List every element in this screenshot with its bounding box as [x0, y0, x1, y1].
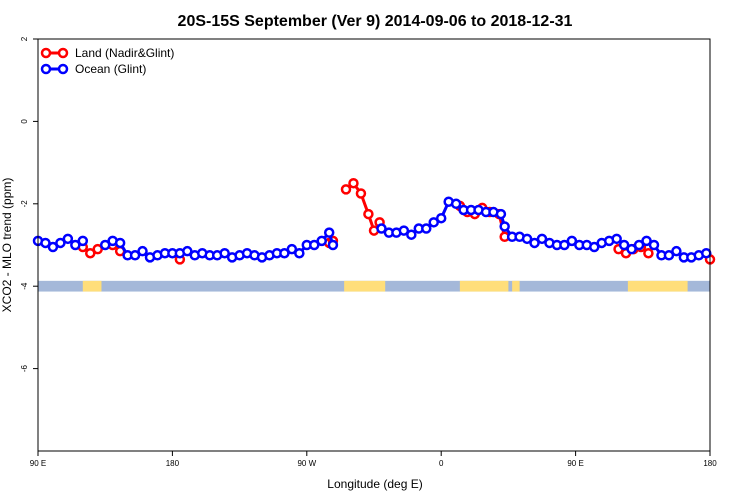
legend-item: Land (Nadir&Glint)	[40, 46, 174, 60]
data-point	[406, 229, 417, 240]
data-point	[495, 208, 507, 220]
y-axis-label: XCO2 - MLO trend (ppm)	[0, 178, 14, 313]
land-segment	[512, 280, 520, 292]
data-point	[47, 241, 59, 253]
data-point	[323, 227, 335, 238]
series-layer	[32, 177, 716, 265]
data-point	[421, 223, 432, 234]
data-point	[376, 223, 387, 234]
x-tick-label: 90 E	[567, 459, 583, 468]
x-axis-label: Longitude (deg E)	[327, 477, 422, 491]
y-tick-label: 0	[20, 119, 29, 124]
data-point	[137, 245, 148, 257]
legend-marker	[40, 63, 52, 75]
x-tick-label: 180	[166, 459, 180, 468]
data-point	[701, 247, 712, 259]
data-point	[499, 221, 510, 232]
data-point	[633, 239, 645, 251]
data-point	[340, 184, 352, 195]
data-point	[648, 239, 660, 251]
data-point	[77, 235, 89, 247]
legend-item: Ocean (Glint)	[40, 62, 146, 76]
land-segment	[344, 280, 386, 292]
data-point	[398, 225, 410, 236]
data-point	[309, 239, 320, 251]
chart-title: 20S-15S September (Ver 9) 2014-09-06 to …	[178, 13, 573, 30]
ocean-series	[32, 196, 712, 263]
data-point	[348, 177, 359, 189]
legend-label: Ocean (Glint)	[75, 62, 146, 76]
y-tick-label: 2	[20, 36, 29, 41]
y-tick-label: -2	[20, 200, 29, 208]
data-point	[428, 217, 439, 228]
y-tick-label: -4	[20, 282, 29, 290]
data-point	[611, 233, 622, 245]
data-point	[641, 235, 652, 247]
data-point	[589, 241, 600, 253]
land-segment	[627, 280, 688, 292]
data-point	[643, 247, 654, 259]
land-segment	[82, 280, 102, 292]
y-tick-label: -6	[20, 364, 29, 372]
legend-label: Land (Nadir&Glint)	[75, 46, 174, 60]
data-point	[70, 239, 81, 251]
plot-frame	[37, 38, 711, 452]
data-point	[99, 239, 111, 251]
data-point	[536, 233, 548, 245]
data-point	[626, 243, 637, 255]
legend: Land (Nadir&Glint) Ocean (Glint)	[40, 46, 174, 76]
data-point	[521, 233, 533, 245]
data-point	[92, 243, 103, 255]
land-segment	[459, 280, 509, 292]
data-point	[129, 250, 141, 261]
legend-marker	[57, 47, 69, 59]
data-point	[435, 212, 447, 224]
x-tick-label: 180	[703, 459, 717, 468]
y-axis: 2 0 -2 -4 -6	[20, 36, 38, 372]
data-point	[62, 233, 74, 245]
data-point	[316, 235, 327, 247]
data-point	[327, 239, 339, 251]
data-point	[55, 237, 66, 249]
legend-marker	[40, 47, 52, 59]
x-axis: 90 E 180 90 W 0 90 E 180	[30, 451, 717, 468]
land-ocean-band	[38, 280, 710, 292]
data-point	[355, 188, 367, 199]
data-point	[450, 198, 462, 210]
data-point	[663, 250, 675, 261]
data-point	[294, 247, 305, 259]
data-point	[114, 237, 126, 249]
data-point	[559, 239, 570, 251]
data-point	[279, 247, 290, 259]
data-point	[182, 245, 193, 257]
x-tick-label: 0	[439, 459, 444, 468]
x-tick-label: 90 E	[30, 459, 46, 468]
legend-marker	[57, 63, 69, 75]
data-point	[618, 239, 630, 251]
data-point	[529, 237, 540, 249]
data-point	[40, 237, 51, 249]
x-tick-label: 90 W	[297, 459, 316, 468]
data-point	[363, 208, 374, 220]
data-point	[219, 247, 230, 259]
data-point	[286, 243, 298, 255]
data-point	[671, 245, 682, 257]
data-point	[85, 247, 96, 259]
data-point	[566, 235, 578, 247]
